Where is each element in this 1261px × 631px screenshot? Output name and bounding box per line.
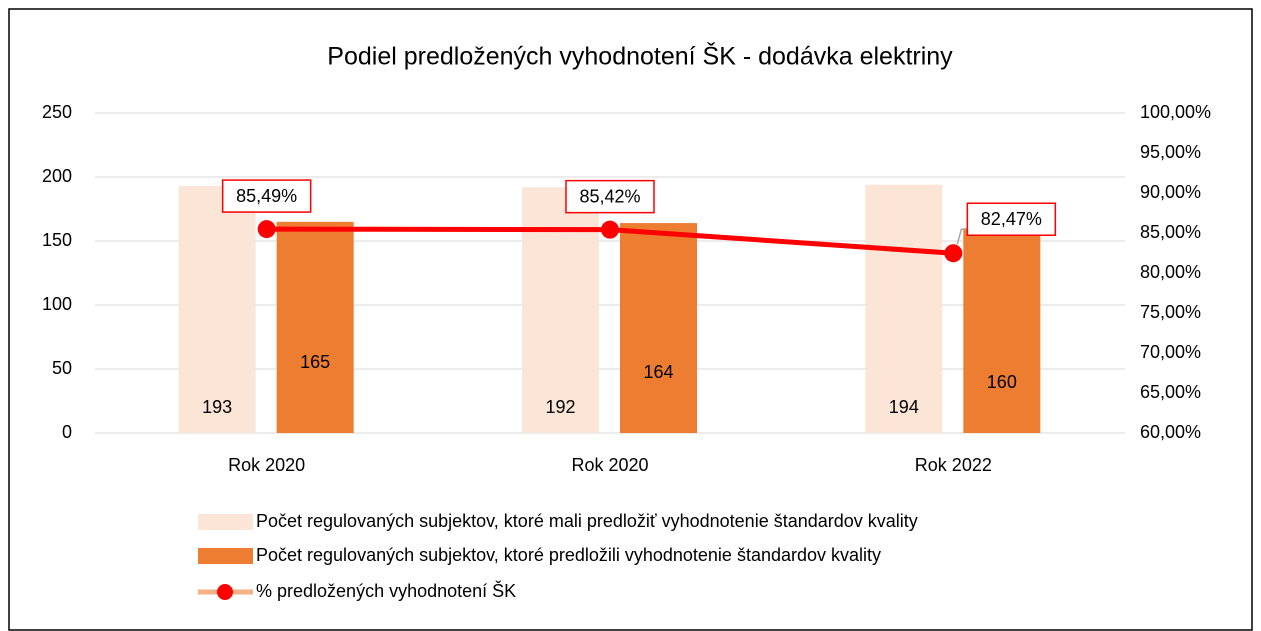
y-tick-label: 50 — [52, 358, 72, 378]
x-tick-label: Rok 2020 — [228, 455, 305, 475]
leader-line — [956, 228, 968, 245]
bar-value-label: 164 — [643, 362, 673, 382]
bar-value-label: 165 — [300, 352, 330, 372]
x-tick-label: Rok 2020 — [571, 455, 648, 475]
y-tick-label: 150 — [42, 230, 72, 250]
legend-swatch — [198, 548, 253, 564]
y2-tick-label: 100,00% — [1140, 102, 1211, 122]
y2-tick-label: 65,00% — [1140, 382, 1201, 402]
line-value-label: 85,42% — [579, 186, 640, 206]
legend-label: % predložených vyhodnotení ŠK — [256, 580, 516, 601]
y-tick-label: 100 — [42, 294, 72, 314]
y2-tick-label: 80,00% — [1140, 262, 1201, 282]
bar — [620, 223, 697, 433]
bar-value-label: 193 — [202, 397, 232, 417]
line-marker — [944, 244, 963, 263]
data-label-box — [565, 179, 655, 214]
bar-value-label: 194 — [889, 397, 919, 417]
bar — [276, 221, 354, 433]
bar-value-label: 192 — [545, 397, 575, 417]
y-tick-label: 0 — [62, 422, 72, 442]
bar-value-label: 160 — [987, 372, 1017, 392]
y-tick-label: 250 — [42, 102, 72, 122]
y2-tick-label: 85,00% — [1140, 222, 1201, 242]
data-label-box — [221, 179, 312, 213]
bar — [865, 184, 943, 433]
legend-label: Počet regulovaných subjektov, ktoré pred… — [256, 545, 881, 565]
legend-label: Počet regulovaných subjektov, ktoré mali… — [256, 511, 918, 531]
y2-tick-label: 60,00% — [1140, 422, 1201, 442]
bar — [178, 185, 256, 433]
line-value-label: 85,49% — [236, 186, 297, 206]
data-label-box — [966, 202, 1057, 236]
bar — [963, 228, 1041, 433]
y2-tick-label: 70,00% — [1140, 342, 1201, 362]
line-marker — [601, 220, 619, 239]
y2-tick-label: 90,00% — [1140, 182, 1201, 202]
y-tick-label: 200 — [42, 166, 72, 186]
line-marker — [257, 220, 276, 239]
line-value-label: 82,47% — [981, 209, 1042, 229]
x-tick-label: Rok 2022 — [915, 455, 992, 475]
y2-tick-label: 75,00% — [1140, 302, 1201, 322]
legend-marker — [217, 584, 233, 600]
y2-tick-label: 95,00% — [1140, 142, 1201, 162]
chart-title: Podiel predložených vyhodnotení ŠK - dod… — [327, 42, 953, 71]
legend-swatch — [198, 514, 253, 530]
